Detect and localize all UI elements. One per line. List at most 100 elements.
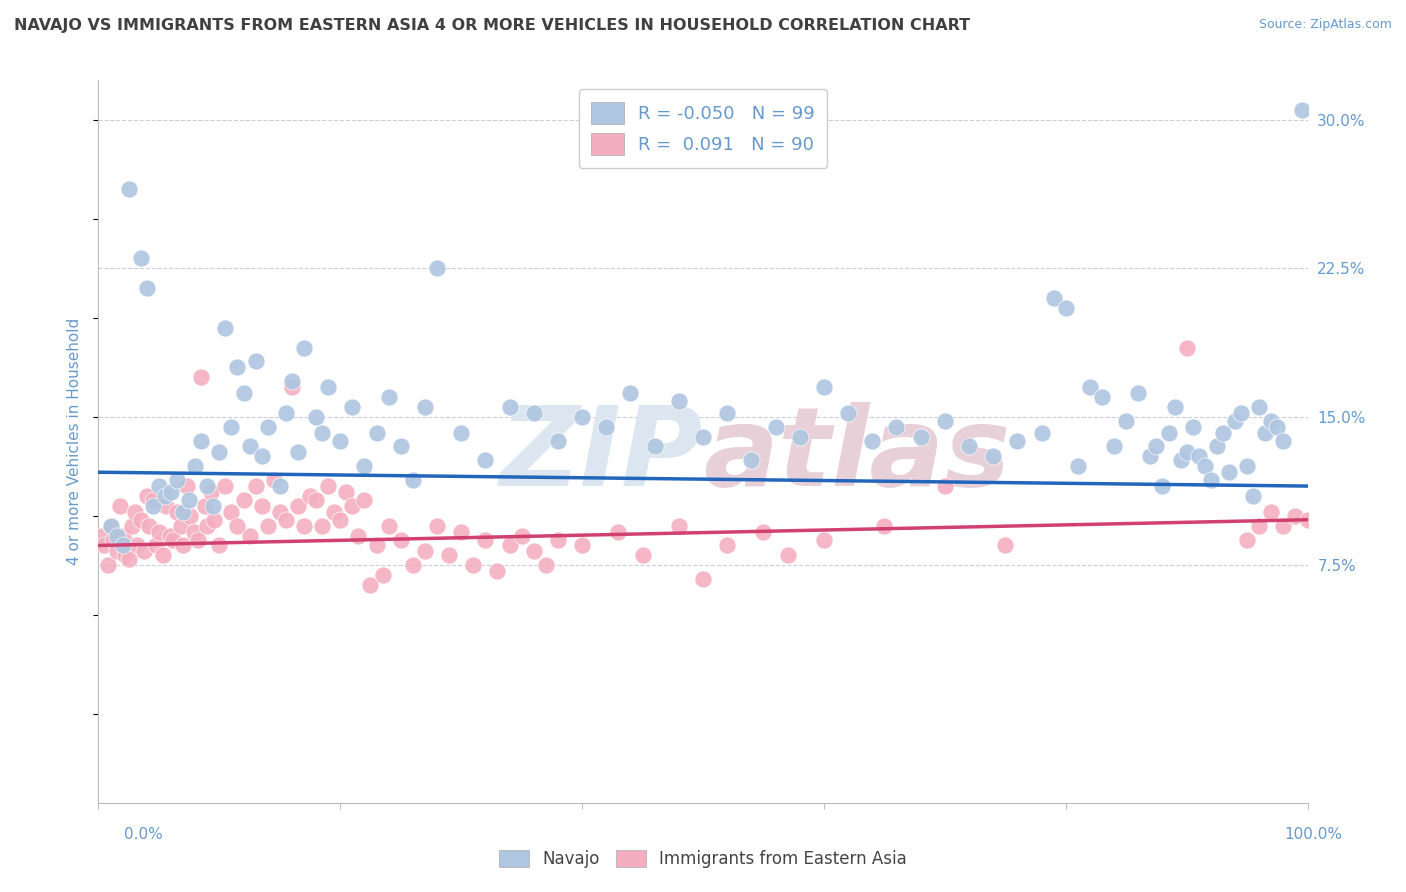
Text: NAVAJO VS IMMIGRANTS FROM EASTERN ASIA 4 OR MORE VEHICLES IN HOUSEHOLD CORRELATI: NAVAJO VS IMMIGRANTS FROM EASTERN ASIA 4… bbox=[14, 18, 970, 33]
Point bbox=[148, 479, 170, 493]
Point bbox=[1218, 465, 1240, 479]
Point bbox=[172, 505, 194, 519]
Point bbox=[463, 558, 485, 573]
Point bbox=[323, 505, 346, 519]
Point bbox=[413, 544, 436, 558]
Point bbox=[571, 539, 593, 553]
Point bbox=[1194, 459, 1216, 474]
Point bbox=[776, 549, 799, 563]
Point bbox=[176, 479, 198, 493]
Point bbox=[118, 182, 141, 196]
Point bbox=[595, 419, 617, 434]
Point bbox=[523, 406, 546, 420]
Point bbox=[534, 558, 557, 573]
Point bbox=[135, 281, 157, 295]
Point bbox=[111, 539, 134, 553]
Point bbox=[184, 459, 207, 474]
Point bbox=[437, 549, 460, 563]
Point bbox=[402, 473, 425, 487]
Point bbox=[1249, 518, 1271, 533]
Point bbox=[166, 473, 188, 487]
Point bbox=[1175, 445, 1198, 459]
Point bbox=[1254, 425, 1277, 440]
Point bbox=[194, 499, 217, 513]
Point bbox=[100, 518, 122, 533]
Point bbox=[179, 492, 201, 507]
Point bbox=[145, 539, 167, 553]
Point bbox=[316, 380, 339, 394]
Point bbox=[571, 409, 593, 424]
Point bbox=[644, 440, 666, 454]
Point bbox=[134, 544, 156, 558]
Point bbox=[97, 558, 120, 573]
Point bbox=[1163, 400, 1185, 414]
Point bbox=[204, 513, 226, 527]
Legend: Navajo, Immigrants from Eastern Asia: Navajo, Immigrants from Eastern Asia bbox=[492, 843, 914, 875]
Point bbox=[91, 528, 114, 542]
Point bbox=[1152, 479, 1174, 493]
Point bbox=[292, 518, 315, 533]
Point bbox=[837, 406, 859, 420]
Point bbox=[1115, 414, 1137, 428]
Point bbox=[873, 518, 896, 533]
Point bbox=[547, 533, 569, 547]
Point bbox=[256, 518, 278, 533]
Y-axis label: 4 or more Vehicles in Household: 4 or more Vehicles in Household bbox=[67, 318, 83, 566]
Point bbox=[910, 429, 932, 443]
Point bbox=[148, 524, 170, 539]
Point bbox=[934, 479, 956, 493]
Point bbox=[1223, 414, 1246, 428]
Point bbox=[426, 261, 449, 276]
Point bbox=[486, 564, 509, 578]
Point bbox=[190, 370, 212, 384]
Point bbox=[274, 406, 297, 420]
Point bbox=[152, 549, 174, 563]
Text: Source: ZipAtlas.com: Source: ZipAtlas.com bbox=[1258, 18, 1392, 31]
Point bbox=[353, 459, 375, 474]
Point bbox=[1102, 440, 1125, 454]
Point bbox=[129, 513, 152, 527]
Point bbox=[366, 539, 388, 553]
Text: 100.0%: 100.0% bbox=[1285, 827, 1343, 842]
Point bbox=[239, 440, 262, 454]
Point bbox=[765, 419, 787, 434]
Point bbox=[716, 539, 738, 553]
Point bbox=[813, 380, 835, 394]
Point bbox=[716, 406, 738, 420]
Point bbox=[155, 499, 177, 513]
Point bbox=[981, 450, 1004, 464]
Point bbox=[1230, 406, 1253, 420]
Point bbox=[1175, 341, 1198, 355]
Point bbox=[100, 518, 122, 533]
Point bbox=[292, 341, 315, 355]
Point bbox=[1007, 434, 1029, 448]
Point bbox=[208, 445, 231, 459]
Point bbox=[389, 533, 412, 547]
Point bbox=[281, 374, 304, 388]
Point bbox=[142, 492, 165, 507]
Point bbox=[299, 489, 322, 503]
Point bbox=[474, 453, 496, 467]
Point bbox=[226, 360, 249, 375]
Point bbox=[162, 533, 184, 547]
Point bbox=[239, 528, 262, 542]
Point bbox=[1291, 103, 1313, 117]
Point bbox=[179, 508, 201, 523]
Point bbox=[860, 434, 883, 448]
Text: ZIP: ZIP bbox=[499, 402, 703, 509]
Point bbox=[342, 400, 364, 414]
Point bbox=[1212, 425, 1234, 440]
Point bbox=[1031, 425, 1053, 440]
Point bbox=[1188, 450, 1211, 464]
Point bbox=[377, 518, 399, 533]
Point bbox=[329, 434, 352, 448]
Point bbox=[1054, 301, 1077, 315]
Point bbox=[813, 533, 835, 547]
Point bbox=[668, 394, 690, 409]
Point bbox=[1272, 434, 1295, 448]
Point bbox=[1042, 291, 1064, 305]
Point bbox=[1146, 440, 1168, 454]
Point bbox=[1170, 453, 1192, 467]
Point bbox=[994, 539, 1017, 553]
Point bbox=[389, 440, 412, 454]
